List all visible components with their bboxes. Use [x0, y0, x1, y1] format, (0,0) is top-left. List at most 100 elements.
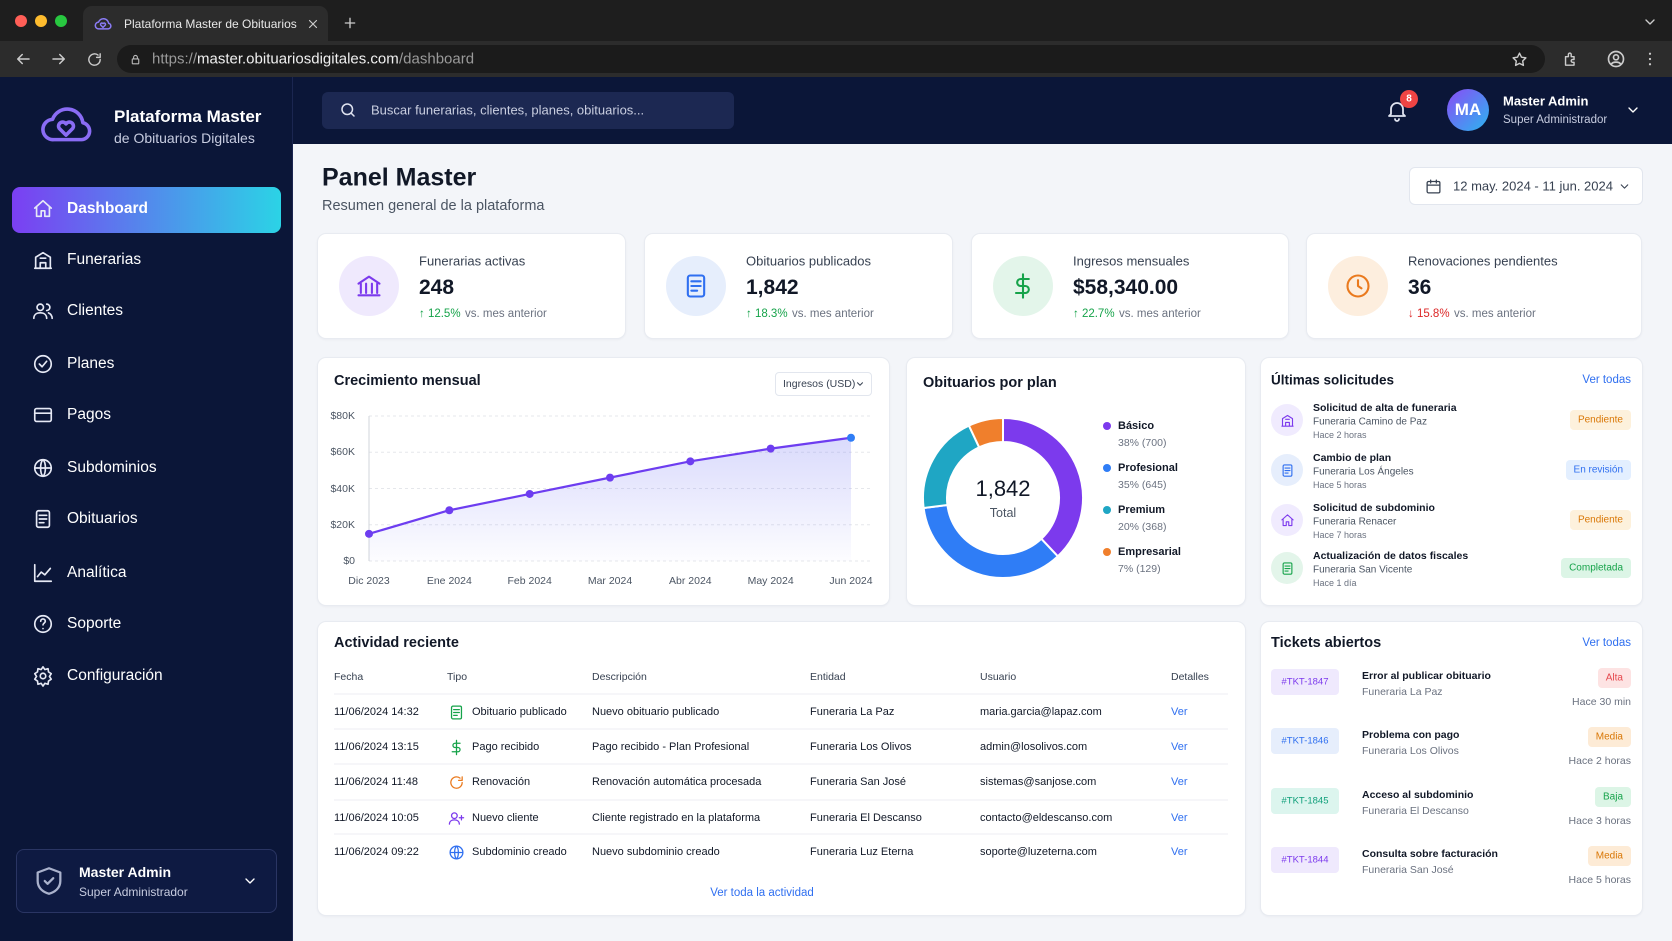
ticket-id-bg — [1271, 728, 1339, 755]
calendar-icon — [1425, 178, 1441, 194]
header-user-chevron[interactable] — [1625, 102, 1641, 118]
chart-title: Crecimiento mensual — [334, 373, 481, 389]
table-cell: Nuevo obituario publicado — [592, 706, 720, 718]
request-status: Pendiente — [1577, 414, 1623, 426]
request-status-bg — [1570, 510, 1631, 530]
view-all-link[interactable]: Ver todas — [1582, 637, 1631, 649]
request-time: Hace 5 horas — [1313, 480, 1367, 490]
profile-button[interactable] — [1606, 49, 1626, 69]
forward-button[interactable] — [50, 50, 68, 68]
search-placeholder: Buscar funerarias, clientes, planes, obi… — [371, 102, 645, 118]
legend-dot — [1103, 548, 1111, 556]
chart-selector[interactable] — [775, 372, 872, 396]
avatar-initials: MA — [1454, 100, 1482, 119]
kpi-note: vs. mes anterior — [1454, 308, 1536, 320]
pie-slice — [922, 424, 981, 510]
request-icon — [1282, 463, 1292, 477]
ticket-time: Hace 2 horas — [1568, 755, 1631, 768]
kpi-icon — [1346, 274, 1370, 298]
ticket-priority-bg — [1595, 786, 1631, 807]
ticket-id-bg — [1271, 787, 1339, 814]
ticket-priority: Alta — [1605, 672, 1623, 684]
browser-menu[interactable] — [1641, 50, 1659, 68]
ticket-id: #TKT-1847 — [1281, 676, 1329, 688]
nav-icon — [33, 458, 53, 478]
sidebar-user-chevron[interactable] — [242, 873, 258, 889]
area — [369, 437, 851, 561]
x-tick-label: Abr 2024 — [669, 575, 712, 587]
notification-badge — [1400, 90, 1418, 108]
table-cell: Renovación — [472, 776, 531, 788]
nav-label: Soporte — [67, 615, 122, 632]
details-link[interactable]: Ver — [1171, 706, 1188, 718]
request-time: Hace 7 horas — [1313, 530, 1367, 540]
table-cell: Funeraria La Paz — [810, 706, 895, 718]
view-all-activity[interactable]: Ver toda la actividad — [710, 887, 814, 899]
request-icon — [1282, 561, 1292, 575]
ticket-priority: Media — [1595, 731, 1623, 743]
date-picker[interactable] — [1409, 167, 1643, 205]
window-control[interactable] — [15, 15, 27, 27]
kpi-label: Obituarios publicados — [746, 253, 872, 269]
kpi-change: ↑ 18.3% — [746, 308, 788, 320]
window-control[interactable] — [55, 15, 67, 27]
nav-label: Pagos — [67, 406, 111, 423]
details-link[interactable]: Ver — [1171, 741, 1188, 753]
request-title: Solicitud de alta de funeraria — [1313, 402, 1457, 414]
legend-label: Básico — [1118, 420, 1155, 432]
point — [365, 529, 373, 538]
chart-selector-label: Ingresos (USD) — [783, 378, 856, 390]
x-tick-label: Mar 2024 — [587, 575, 633, 587]
reload-button[interactable] — [86, 51, 103, 68]
table-header: Detalles — [1171, 671, 1209, 683]
search-box[interactable] — [322, 92, 734, 129]
view-all-link[interactable]: Ver todas — [1582, 374, 1631, 386]
nav-label: Obituarios — [67, 510, 138, 527]
tab-close[interactable] — [306, 17, 320, 31]
kpi-value: 248 — [419, 276, 455, 299]
table-cell: sistemas@sanjose.com — [980, 776, 1097, 788]
browser-tab[interactable] — [83, 6, 328, 41]
details-link[interactable]: Ver — [1171, 776, 1188, 788]
table-cell: Funeraria Luz Eterna — [810, 846, 914, 858]
bookmark-star[interactable] — [1511, 51, 1528, 68]
request-status: Completada — [1569, 562, 1623, 574]
date-range: 12 may. 2024 - 11 jun. 2024 — [1453, 178, 1613, 194]
kpi-note: vs. mes anterior — [792, 308, 874, 320]
details-link[interactable]: Ver — [1171, 846, 1188, 858]
activity-type-icon — [448, 811, 464, 825]
table-cell: Pago recibido — [472, 741, 540, 753]
tab-list[interactable] — [1642, 14, 1658, 30]
notification-bell[interactable] — [1385, 98, 1409, 122]
new-tab[interactable] — [342, 15, 358, 31]
request-icon — [1280, 513, 1294, 526]
url-field[interactable] — [117, 45, 1545, 73]
header-avatar[interactable] — [1447, 89, 1489, 131]
x-tick-label: May 2024 — [747, 575, 794, 587]
request-entity: Funeraria Camino de Paz — [1313, 416, 1427, 428]
ticket-entity: Funeraria San José — [1362, 863, 1454, 876]
pie-slice — [967, 416, 1004, 449]
pie-center-label: Total — [989, 506, 1017, 520]
details-link[interactable]: Ver — [1171, 812, 1188, 824]
table-cell: Pago recibido - Plan Profesional — [592, 741, 750, 753]
ticket-title: Error al publicar obituario — [1362, 670, 1491, 682]
back-button[interactable] — [14, 50, 32, 68]
kpi-label: Renovaciones pendientes — [1408, 253, 1558, 269]
activity-type-icon — [449, 775, 463, 789]
nav-item-active[interactable] — [12, 187, 281, 233]
window-control[interactable] — [35, 15, 47, 27]
ticket-priority-bg — [1588, 845, 1631, 866]
ticket-time: Hace 3 horas — [1568, 814, 1631, 827]
activity-type-icon — [448, 844, 464, 860]
extensions[interactable] — [1562, 51, 1579, 68]
kpi-change: ↑ 22.7% — [1073, 308, 1115, 320]
card-title: Actividad reciente — [334, 635, 459, 651]
table-header: Entidad — [810, 671, 846, 683]
selector-chevron — [856, 382, 864, 386]
request-status: Pendiente — [1577, 514, 1623, 526]
legend-value: 35% (645) — [1118, 479, 1167, 491]
kpi-icon — [1014, 273, 1030, 299]
nav-icon — [33, 614, 53, 634]
